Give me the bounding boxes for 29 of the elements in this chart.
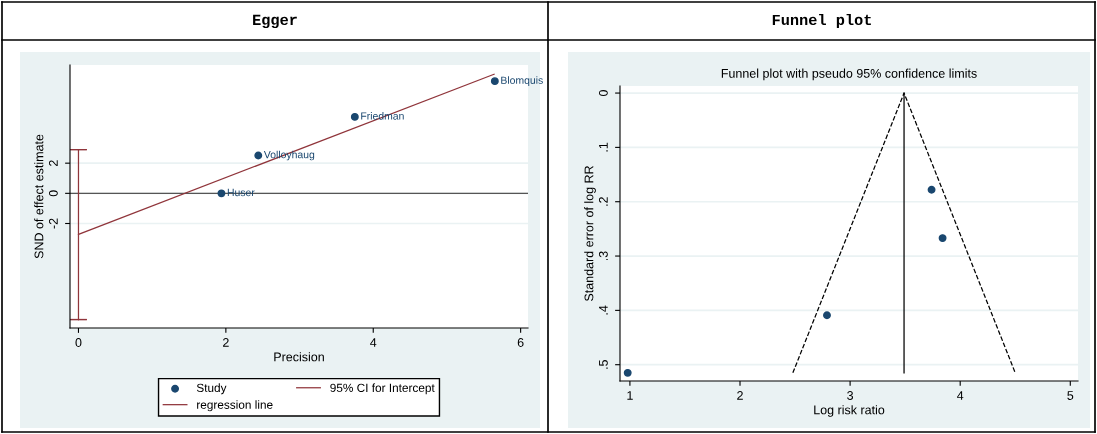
x-tick-label: 3 [847,391,854,400]
y-tick-label: .5 [599,360,608,369]
x-tick-label: 2 [737,391,743,400]
y-tick-label: .2 [598,197,608,206]
y-tick-label: .1 [599,142,608,152]
y-tick-label: .4 [599,305,608,315]
y-tick-label: 0 [48,190,58,197]
x-tick-label: 0 [75,338,82,347]
y-tick-label: -2 [48,218,58,229]
x-tick-label: 2 [223,338,229,347]
x-tick-label: 1 [627,391,633,400]
y-tick-label: .3 [598,251,608,261]
legend-label: regression line [197,400,273,412]
chart-subtitle: Funnel plot with pseudo 95% confidence limits [721,68,977,81]
x-tick-label: 6 [517,338,524,347]
legend-label: Study [196,383,227,395]
legend-label: 95% CI for Intercept [330,383,435,395]
chart-title: Funnel plot [772,13,871,29]
x-tick-label: 4 [957,391,964,400]
chart-title: Egger [253,14,297,29]
x-tick-label: 4 [370,338,377,347]
x-axis-title: Precision [274,352,324,362]
x-axis-title: Log risk ratio [814,405,885,417]
annotation: Blomquis [501,76,543,86]
x-tick-label: 5 [1067,391,1074,400]
y-tick-label: 0 [598,90,608,97]
y-axis-title: SND of effect estimate [34,134,44,259]
y-tick-label: 2 [48,160,58,167]
y-axis-title: Standard error of log RR [584,165,596,302]
